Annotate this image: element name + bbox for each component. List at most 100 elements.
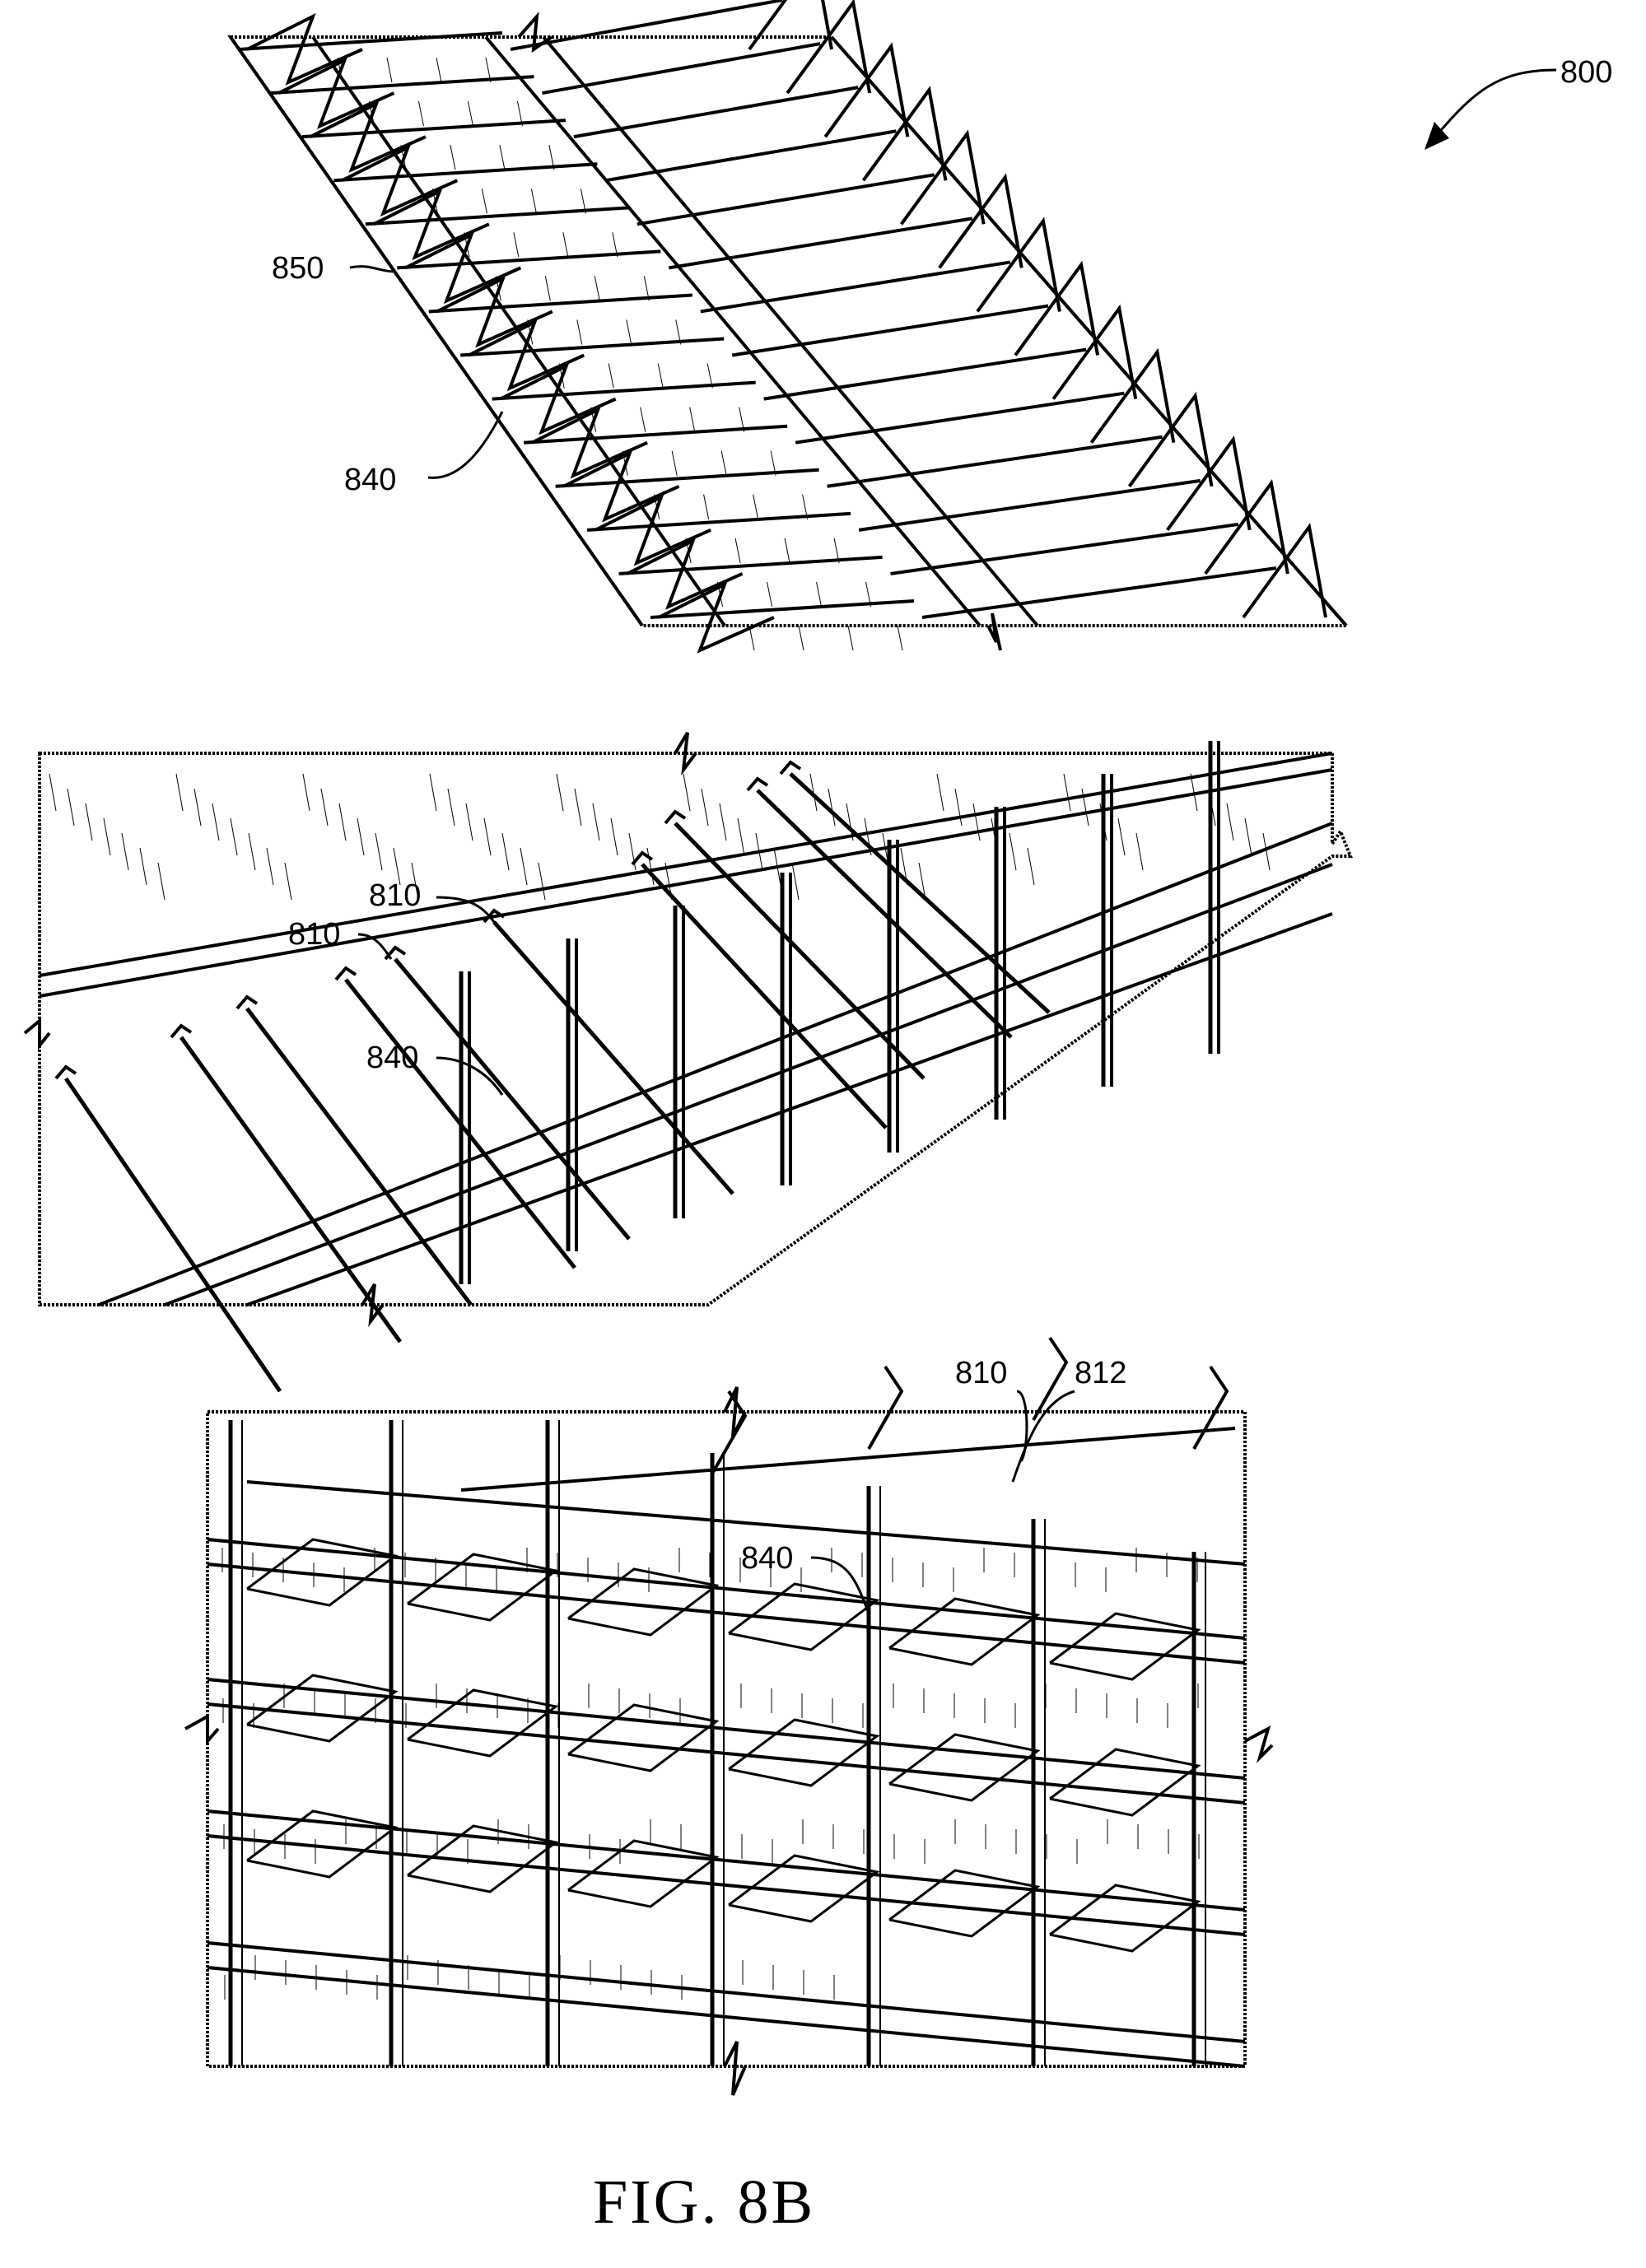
roof-edge xyxy=(461,1428,1235,1490)
hatch-stroke xyxy=(482,189,487,213)
middle-break-symbol-top xyxy=(675,733,696,770)
rod-bent xyxy=(1194,1367,1227,1449)
hatch-stroke xyxy=(792,863,799,900)
hatch-stroke xyxy=(285,863,291,900)
label-840-bottom: 840 xyxy=(741,1541,793,1576)
hatch-stroke xyxy=(627,319,632,344)
hatch-stroke xyxy=(418,101,423,126)
figure-caption: FIG. 8B xyxy=(593,2168,815,2237)
hatch-stroke xyxy=(176,774,183,811)
hatch-stroke xyxy=(955,789,962,826)
hatch-stroke xyxy=(577,319,582,344)
hatch-stroke xyxy=(1245,818,1252,855)
bay-frame xyxy=(889,1870,1037,1936)
truss-crossbar xyxy=(891,524,1238,574)
hatch-stroke xyxy=(1028,848,1034,885)
hatch-stroke xyxy=(545,276,550,300)
bay-frame xyxy=(889,1599,1037,1665)
rod-stud xyxy=(494,922,733,1194)
label-810-a: 810 xyxy=(369,878,421,913)
rod-hook xyxy=(56,1067,76,1078)
panel-top xyxy=(231,0,1346,650)
truss-rail xyxy=(543,37,1037,626)
hatch-stroke xyxy=(539,863,545,900)
bottom-break-symbol-bottom xyxy=(725,2042,745,2095)
rod-hook xyxy=(781,762,800,774)
hatch-stroke xyxy=(720,803,726,841)
hatch-stroke xyxy=(817,582,822,607)
top-break-symbol-bottom xyxy=(988,613,1000,650)
leader-850 xyxy=(350,267,395,272)
bay-frame xyxy=(1050,1749,1198,1815)
hatch-stroke xyxy=(575,789,581,826)
rod-stud xyxy=(66,1078,280,1391)
leader-lines xyxy=(350,70,1556,1614)
hatch-stroke xyxy=(937,774,944,811)
top-structure-frame xyxy=(231,0,1346,650)
hatch-stroke xyxy=(339,803,346,841)
label-810-bottom: 810 xyxy=(955,1356,1007,1390)
hatch-stroke xyxy=(1064,774,1070,811)
truss-crossbar xyxy=(922,568,1276,617)
rod-stud xyxy=(395,959,629,1239)
label-850: 850 xyxy=(272,251,324,286)
beam-lower xyxy=(99,823,1332,1305)
rod-hook xyxy=(748,779,767,790)
bottom-structure-frame xyxy=(207,1338,1245,2066)
middle-panel-outline xyxy=(40,753,1350,1305)
hatch-stroke xyxy=(641,407,646,432)
hatch-stroke xyxy=(672,451,677,476)
hatch-stroke xyxy=(702,789,708,826)
rod-hook xyxy=(632,853,652,864)
panel-middle xyxy=(25,733,1350,1391)
rod-bent xyxy=(869,1367,902,1449)
bottom-break-symbol-right xyxy=(1245,1729,1272,1758)
bay-frame xyxy=(729,1584,877,1650)
hatch-stroke xyxy=(500,145,505,170)
hatch-stroke xyxy=(387,58,392,82)
hatch-stroke xyxy=(430,774,436,811)
hatch-stroke xyxy=(1227,803,1233,841)
bay-frame xyxy=(729,1856,877,1921)
hatch-stroke xyxy=(611,818,618,855)
truss-crossbar xyxy=(732,306,1048,356)
rod-stud xyxy=(642,864,886,1128)
hatch-stroke xyxy=(898,626,902,650)
hatch-stroke xyxy=(267,848,273,885)
floor-beam xyxy=(207,1679,1245,1778)
truss-crossbar xyxy=(605,131,896,180)
hatch-stroke xyxy=(194,789,201,826)
hatch-stroke xyxy=(122,833,128,870)
hatch-stroke xyxy=(86,803,92,841)
label-800: 800 xyxy=(1560,55,1612,90)
hatch-stroke xyxy=(104,818,110,855)
rod-hook xyxy=(237,997,257,1008)
hatch-stroke xyxy=(357,818,364,855)
bay-frame xyxy=(568,1841,716,1907)
hatch-stroke xyxy=(140,848,147,885)
hatch-stroke xyxy=(973,803,980,841)
hatch-stroke xyxy=(531,189,536,213)
hatch-stroke xyxy=(647,848,654,885)
hatch-stroke xyxy=(514,232,519,257)
hatch-stroke xyxy=(557,774,563,811)
leader-840-top xyxy=(428,412,502,477)
label-840-middle: 840 xyxy=(366,1041,418,1075)
hatch-stroke xyxy=(212,803,219,841)
beam-diagonal xyxy=(40,770,1332,996)
floor-beam xyxy=(207,1943,1245,2042)
hatch-stroke xyxy=(609,364,613,389)
hatch-stroke xyxy=(785,538,790,563)
hatch-stroke xyxy=(520,848,527,885)
rod-stud xyxy=(758,790,1011,1037)
leader-800 xyxy=(1433,70,1556,140)
rod-hook xyxy=(171,1026,191,1037)
hatch-stroke xyxy=(436,58,441,82)
hatch-stroke xyxy=(303,774,310,811)
truss-crossbar xyxy=(795,394,1124,443)
hatch-stroke xyxy=(68,789,74,826)
hatch-stroke xyxy=(658,364,663,389)
hatch-stroke xyxy=(735,538,740,563)
middle-structure-frame xyxy=(40,741,1332,1391)
